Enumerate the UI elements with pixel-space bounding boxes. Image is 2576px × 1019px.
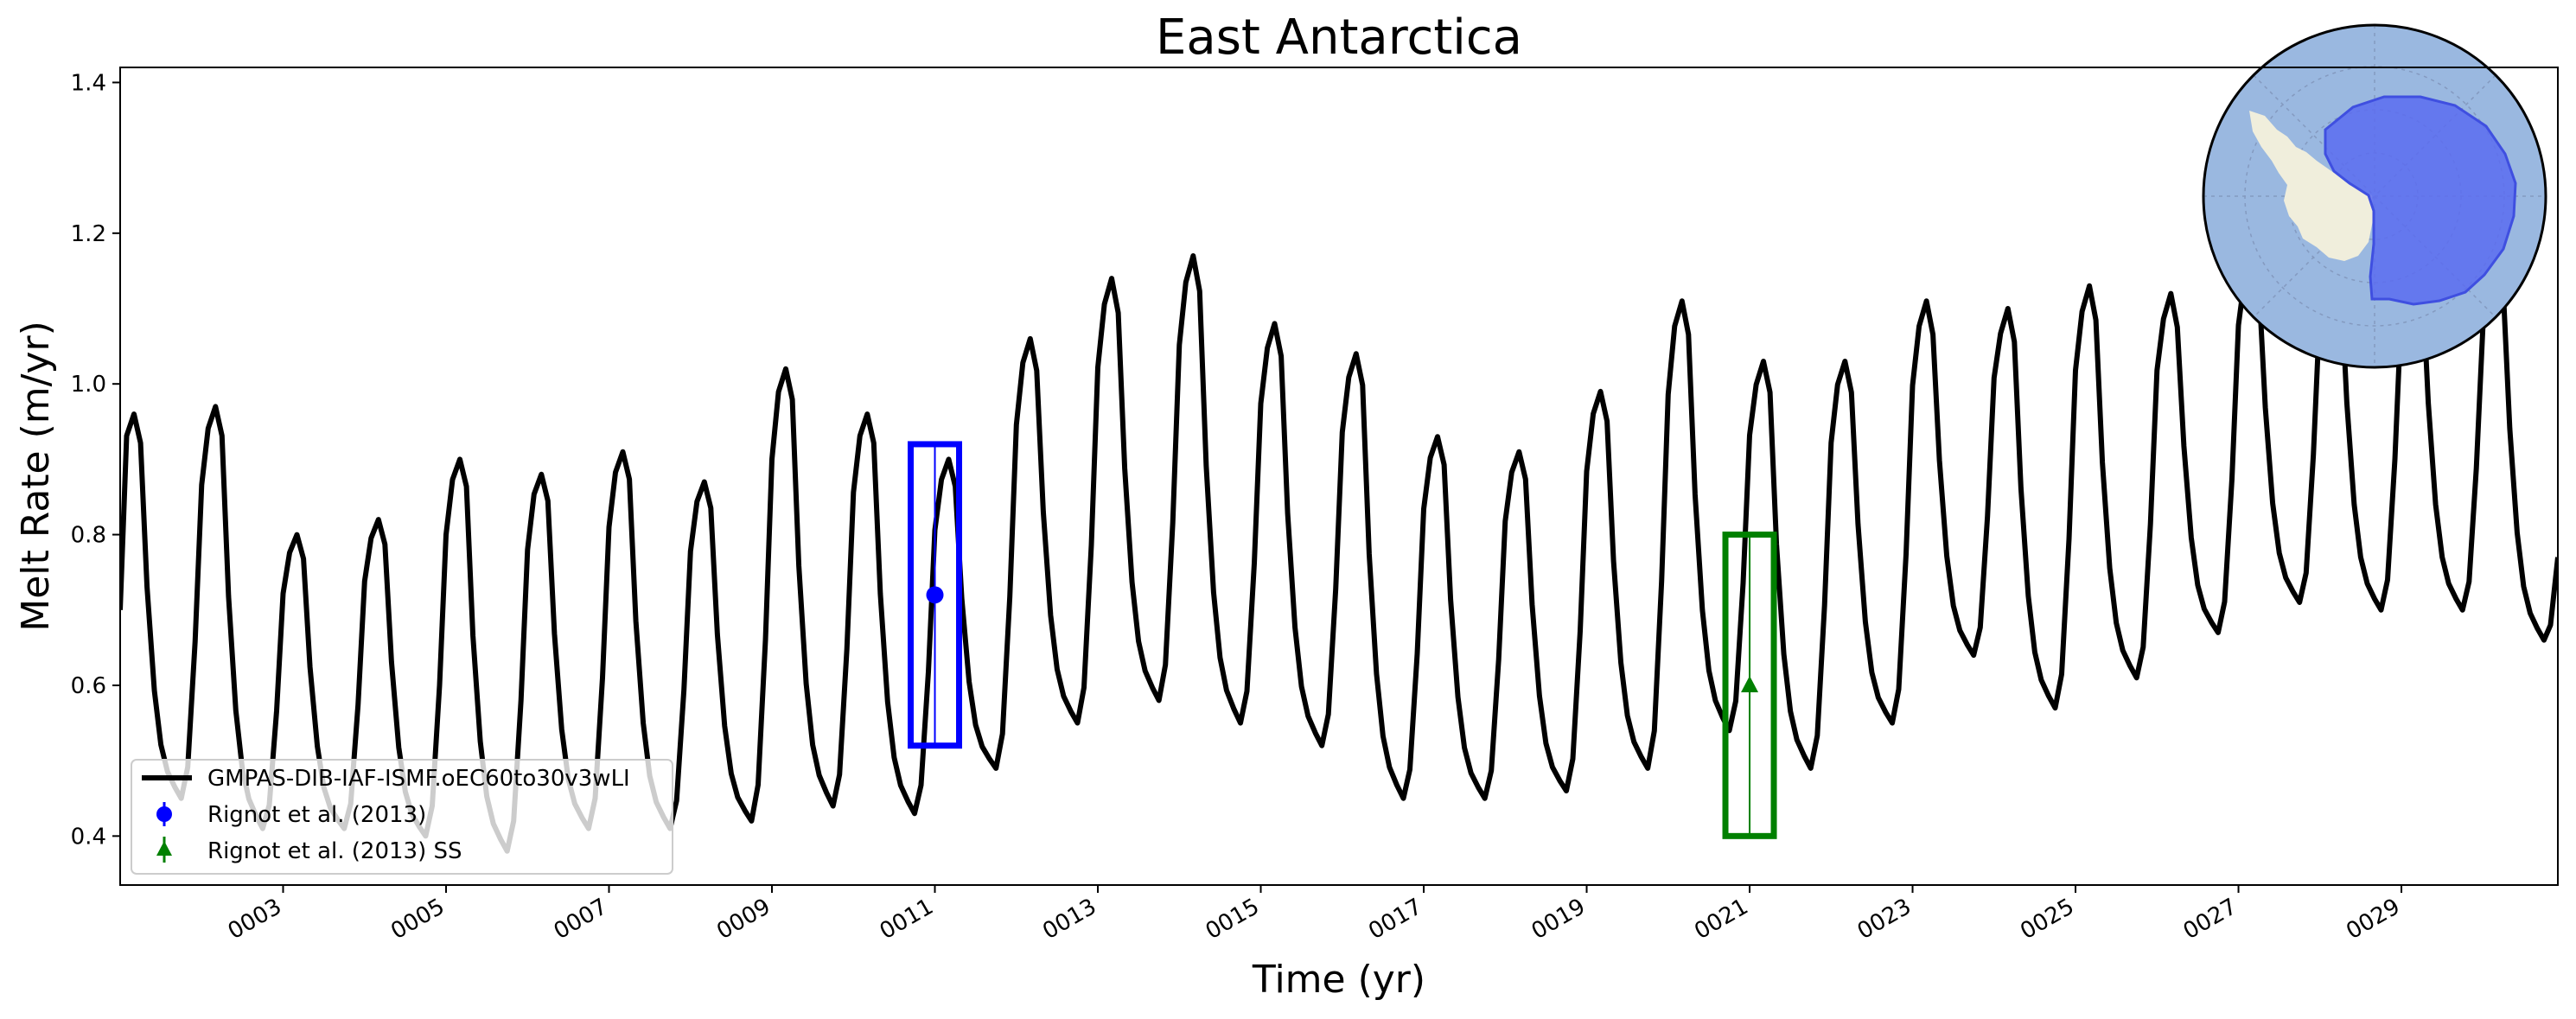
y-axis: 0.4 0.6 0.8 1.0 1.2 1.4 — [71, 70, 120, 850]
legend-triangle-swatch — [156, 841, 172, 856]
x-tick-label: 0009 — [712, 894, 775, 945]
x-tick-label: 0023 — [1853, 894, 1916, 945]
x-tick-label: 0025 — [2016, 894, 2078, 945]
x-tick-label: 0029 — [2342, 894, 2404, 945]
x-tick-label: 0013 — [1038, 894, 1100, 945]
inset-border — [2202, 23, 2547, 369]
legend: GMPAS-DIB-IAF-ISMF.oEC60to30v3wLI Rignot… — [131, 759, 673, 875]
x-axis-label: Time (yr) — [1252, 958, 1425, 1002]
inset-east-antarctica-region — [2324, 95, 2517, 306]
antarctica-inset-map — [2202, 23, 2547, 369]
y-tick-label: 1.0 — [71, 372, 106, 398]
inset-west-antarctica — [2249, 111, 2374, 261]
legend-label-model: GMPAS-DIB-IAF-ISMF.oEC60to30v3wLI — [207, 766, 630, 792]
x-tick-label: 0021 — [1690, 894, 1752, 945]
plot-area — [120, 67, 2558, 885]
obs-point-0 — [926, 586, 944, 604]
series-line-model — [120, 230, 2558, 854]
y-tick-label: 1.4 — [71, 70, 106, 96]
x-tick-label: 0007 — [550, 894, 612, 945]
y-tick-label: 0.4 — [71, 824, 106, 850]
x-tick-label: 0019 — [1527, 894, 1590, 945]
y-tick-label: 0.8 — [71, 523, 106, 549]
x-tick-label: 0015 — [1202, 894, 1264, 945]
x-tick-label: 0017 — [1364, 894, 1426, 945]
y-tick-label: 1.2 — [71, 221, 106, 247]
legend-label-rignot: Rignot et al. (2013) — [207, 802, 426, 828]
x-tick-label: 0005 — [386, 894, 449, 945]
plot-frame — [119, 67, 2559, 886]
legend-box — [131, 759, 673, 875]
chart-title: East Antarctica — [1156, 10, 1522, 66]
obs-point-1 — [1741, 675, 1759, 692]
legend-label-rignot-ss: Rignot et al. (2013) SS — [207, 838, 462, 864]
x-tick-label: 0011 — [876, 894, 938, 945]
x-axis: 0003 0005 0007 0009 0011 0013 0015 0017 0019 0021… — [224, 885, 2405, 945]
y-tick-label: 0.6 — [71, 673, 106, 699]
x-tick-label: 0003 — [224, 894, 286, 945]
legend-circle-swatch — [156, 806, 172, 822]
x-tick-label: 0027 — [2179, 894, 2241, 945]
y-axis-label: Melt Rate (m/yr) — [14, 321, 58, 632]
